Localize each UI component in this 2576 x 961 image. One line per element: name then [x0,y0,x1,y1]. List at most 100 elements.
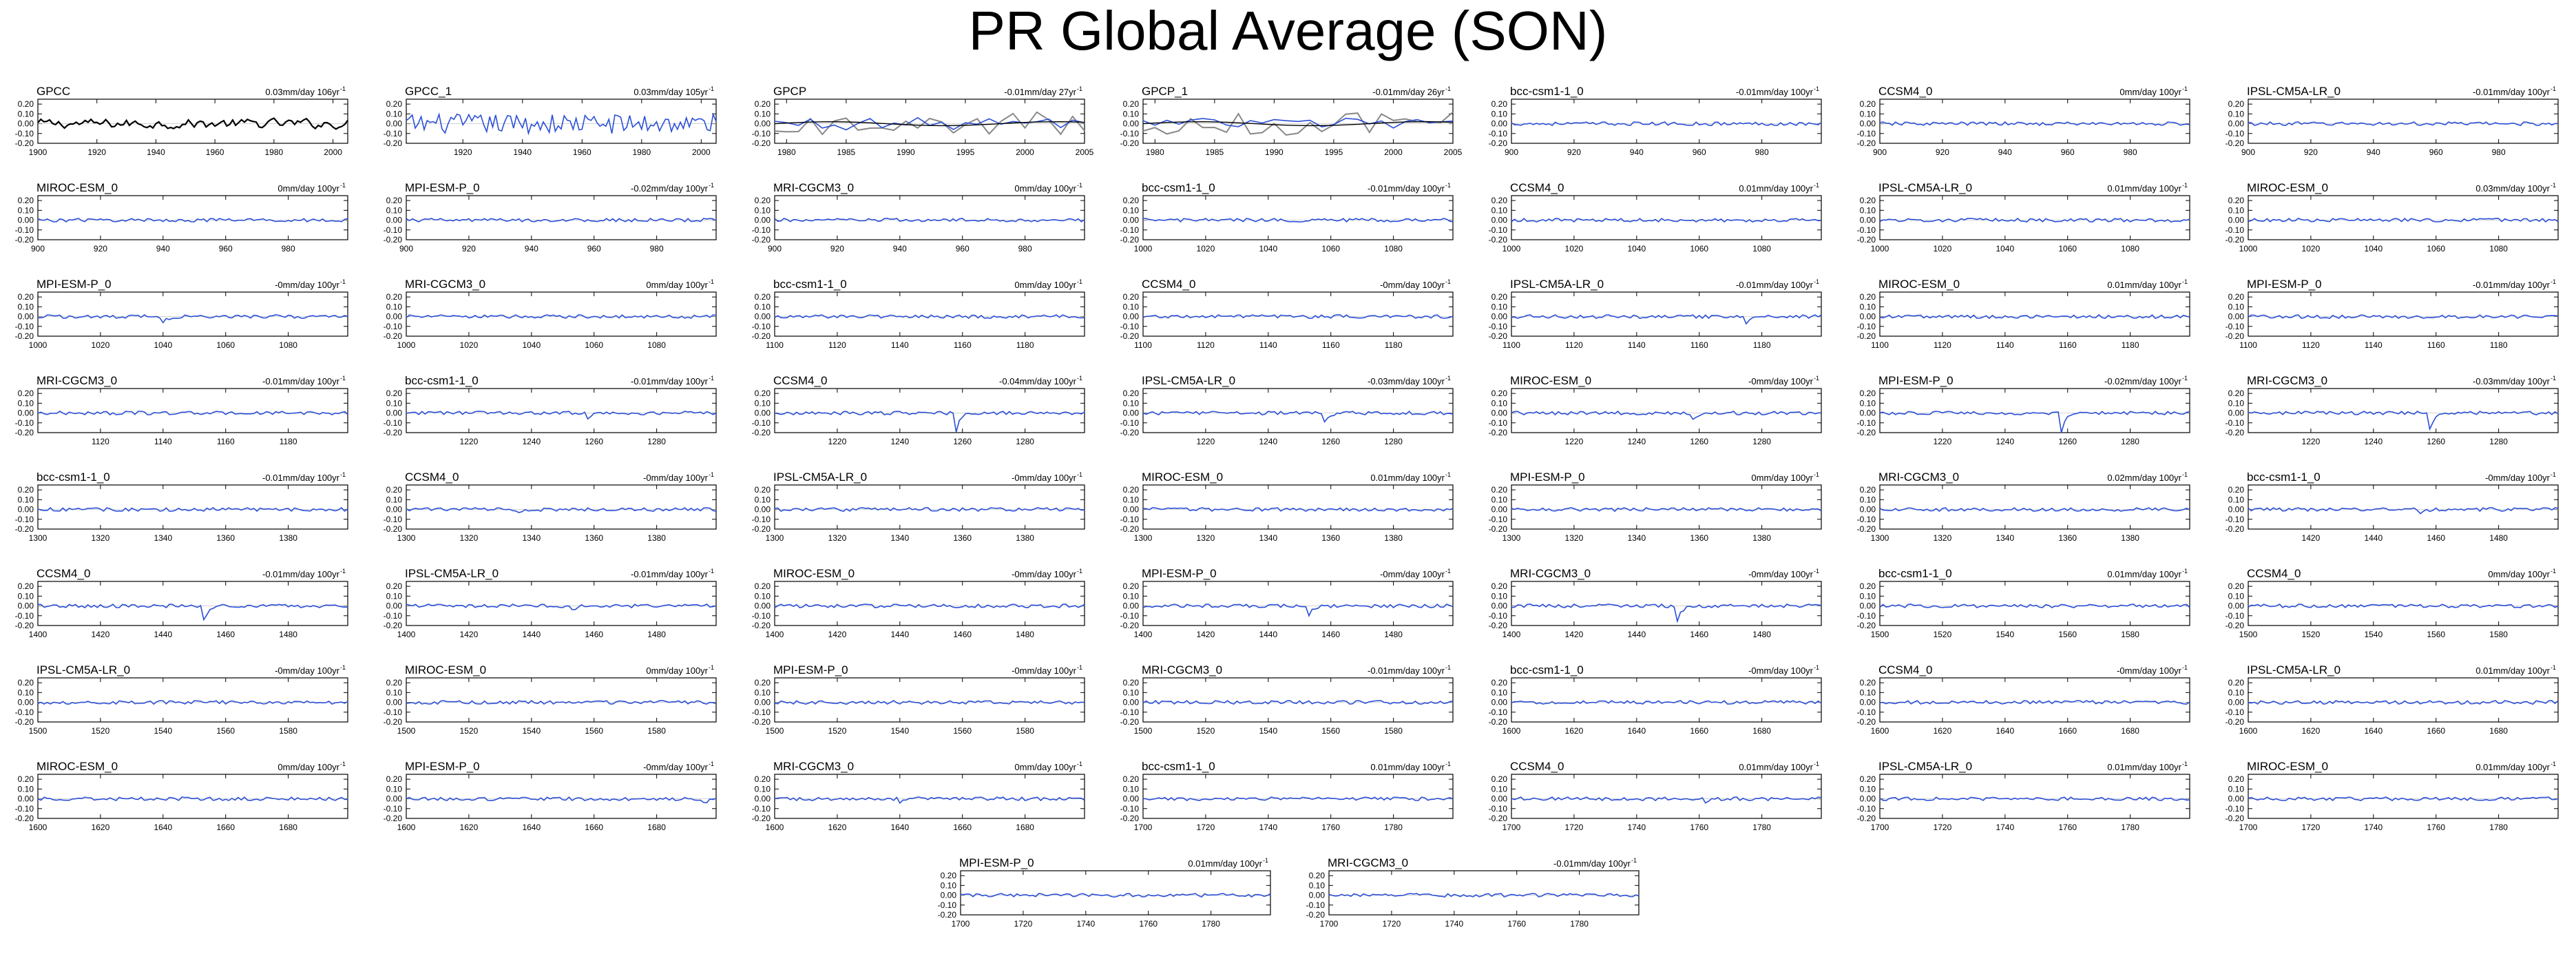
panel-title: CCSM4_0 [1510,760,1564,773]
y-tick-label: -0.10 [752,129,771,138]
x-tick-label: 1700 [1320,919,1339,929]
y-tick-label: 0.20 [386,485,403,495]
trend-superscript: -1 [340,568,346,575]
plot-frame [1879,195,2190,240]
chart-panel: MPI-ESM-P_0 -0mm/day 100yr -10.200.100.00-… [752,663,1085,736]
chart-panel: MRI-CGCM3_0 -0.01mm/day 100yr -1 0.200.100.… [15,374,348,446]
y-tick-label: 0.20 [1491,196,1508,205]
panel-title: bcc-csm1-1_0 [1142,181,1215,194]
panel-title: bcc-csm1-1_0 [36,471,110,484]
panel-title: MIROC-ESM_0 [773,567,855,580]
x-tick-label: 1500 [1871,630,1889,639]
y-tick-label: -0.20 [384,235,403,245]
y-tick-label: -0.20 [1489,428,1508,437]
series-line [1142,796,1454,801]
x-tick-label: 1080 [647,340,666,350]
x-tick-label: 1140 [1996,340,2014,350]
panel-title: bcc-csm1-1_0 [1142,760,1215,773]
x-tick-label: 1300 [1134,533,1153,543]
trend-superscript: -1 [2182,375,2188,382]
trend-label: -0mm/day 100yr [1748,569,1814,579]
x-tick-label: 2000 [692,147,711,157]
x-tick-label: 960 [2429,147,2443,157]
x-tick-label: 1960 [206,147,224,157]
plot-frame [406,774,717,819]
x-tick-label: 1600 [29,823,48,832]
y-tick-label: -0.10 [1857,129,1876,138]
y-tick-label: 0.20 [386,196,403,205]
series-line [1879,796,2190,801]
trend-label: 0mm/day 100yr [1014,183,1076,194]
panel-title: MIROC-ESM_0 [2247,181,2328,194]
x-tick-label: 1100 [1502,340,1520,350]
x-tick-label: 1660 [953,823,972,832]
y-tick-label: -0.20 [752,235,771,245]
y-tick-label: 0.10 [1123,591,1140,601]
series-line [1879,699,2190,705]
series-line [2248,218,2559,223]
y-tick-label: 0.20 [755,292,771,302]
trend-label: -0.01mm/day 27yr [1004,87,1076,97]
y-tick-label: -0.10 [2226,129,2245,138]
y-tick-label: 0.10 [386,591,403,601]
x-tick-label: 1140 [891,340,909,350]
x-tick-label: 1500 [766,726,784,736]
x-tick-label: 1480 [647,630,666,639]
x-tick-label: 1680 [647,823,666,832]
chart-panel: IPSL-CM5A-LR_0 -0.01mm/day 100yr -1 0.200.1… [1489,278,1822,350]
y-tick-label: 0.00 [386,698,403,707]
x-tick-label: 1640 [522,823,541,832]
y-tick-label: -0.10 [1857,418,1876,428]
y-tick-label: 0.20 [1491,678,1508,688]
x-tick-label: 1080 [1752,244,1771,254]
x-tick-label: 1720 [1014,919,1033,929]
trend-label: 0.01mm/day 100yr [1188,858,1262,869]
y-tick-label: -0.10 [2226,804,2245,814]
x-tick-label: 1700 [1871,823,1889,832]
y-tick-label: 0.20 [1491,389,1508,398]
y-tick-label: -0.20 [384,524,403,534]
x-tick-label: 1360 [2058,533,2077,543]
trend-superscript: -1 [709,761,714,767]
x-tick-label: 1520 [1934,630,1952,639]
plot-frame [1511,195,1822,240]
plot-frame [2248,677,2559,723]
y-tick-label: -0.20 [752,331,771,341]
x-tick-label: 1320 [1934,533,1952,543]
x-tick-label: 1520 [1197,726,1215,736]
x-tick-label: 1060 [1321,244,1340,254]
series-line-reanalysis [774,111,1085,136]
x-tick-label: 1160 [2427,340,2445,350]
y-tick-label: 0.20 [2228,389,2245,398]
y-tick-label: 0.00 [18,119,34,129]
x-tick-label: 940 [156,244,170,254]
series-line [1142,117,1454,129]
x-tick-label: 900 [31,244,45,254]
y-tick-label: -0.10 [1857,707,1876,717]
series-line [774,700,1085,705]
x-tick-label: 1480 [279,630,297,639]
x-tick-label: 1360 [585,533,603,543]
y-tick-label: 0.10 [1491,591,1508,601]
y-tick-label: 0.10 [18,591,34,601]
chart-panel: IPSL-CM5A-LR_0 -0mm/day 100yr -1 0.200.100.… [15,663,348,736]
panel-title: MIROC-ESM_0 [2247,760,2328,773]
x-tick-label: 960 [587,244,601,254]
x-tick-label: 1640 [154,823,172,832]
y-tick-label: -0.10 [15,129,34,138]
x-tick-label: 940 [1630,147,1644,157]
series-line [2248,507,2559,515]
series-line [1142,507,1454,513]
panel-title: MPI-ESM-P_0 [405,181,480,194]
chart-panel: MIROC-ESM_0 0mm/day 100yr -10.200.100.00-0… [15,760,348,832]
x-tick-label: 1560 [1321,726,1340,736]
y-tick-label: 0.10 [386,109,403,118]
x-tick-label: 1720 [2302,823,2321,832]
y-tick-label: -0.20 [15,717,34,727]
series-line [774,507,1085,513]
chart-panel: MRI-CGCM3_0 0mm/day 100yr -10.200.100.00-0… [384,278,717,350]
trend-superscript: -1 [1263,857,1268,864]
x-tick-label: 1600 [2239,726,2258,736]
chart-panel: IPSL-CM5A-LR_0 0.01mm/day 100yr -1 0.200.10… [1857,181,2190,254]
chart-panel: bcc-csm1-1_0 -0.01mm/day 100yr -1 0.200.100… [1489,85,1822,157]
